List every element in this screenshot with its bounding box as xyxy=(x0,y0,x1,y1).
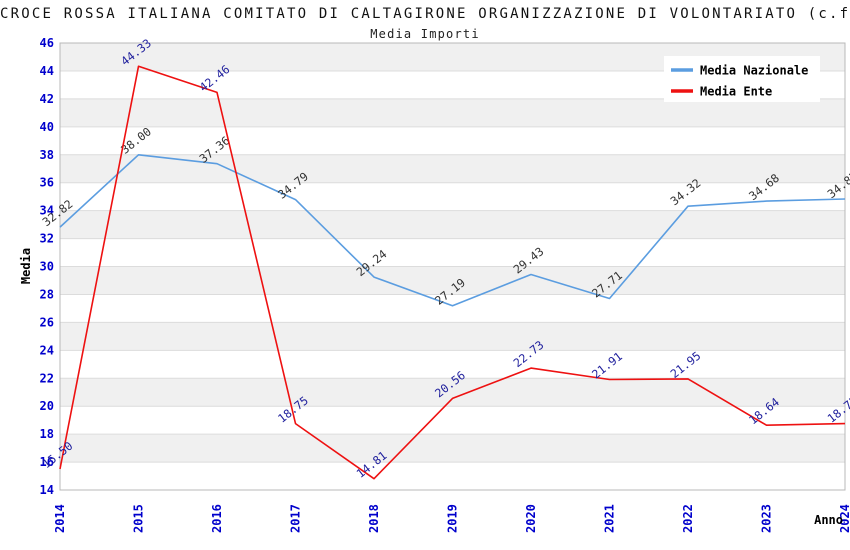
x-tick-label: 2023 xyxy=(760,504,774,533)
y-tick-label: 42 xyxy=(40,92,54,106)
series-line-media-nazionale xyxy=(59,154,846,307)
y-tick-label: 16 xyxy=(40,455,54,469)
plot-band xyxy=(60,350,845,379)
x-axis-title: Anno xyxy=(814,513,843,527)
x-tick-label: 2019 xyxy=(446,504,460,533)
plot-band xyxy=(60,154,845,183)
plot-band xyxy=(60,378,845,407)
plot-band xyxy=(60,294,845,323)
y-tick-label: 24 xyxy=(40,343,54,357)
y-tick-label: 46 xyxy=(40,36,54,50)
y-tick-label: 14 xyxy=(40,483,54,497)
y-tick-label: 38 xyxy=(40,148,54,162)
plot-border xyxy=(59,42,846,491)
plot-band xyxy=(60,210,845,239)
y-tick-label: 26 xyxy=(40,315,54,329)
x-tick-label: 2020 xyxy=(524,504,538,533)
y-tick-label: 18 xyxy=(40,427,54,441)
legend-box xyxy=(664,56,820,102)
y-tick-label: 30 xyxy=(40,260,54,274)
y-tick-label: 36 xyxy=(40,176,54,190)
y-tick-label: 40 xyxy=(40,120,54,134)
y-tick-label: 34 xyxy=(40,204,54,218)
y-axis-title: Media xyxy=(19,248,33,284)
plot-band xyxy=(60,322,845,351)
plot-band xyxy=(60,462,845,490)
x-tick-label: 2016 xyxy=(210,504,224,533)
plot-band xyxy=(60,406,845,435)
y-tick-label: 20 xyxy=(40,399,54,413)
x-tick-label: 2014 xyxy=(53,504,67,533)
x-tick-label: 2021 xyxy=(603,504,617,533)
chart-subtitle: Media Importi xyxy=(370,27,480,41)
x-tick-label: 2015 xyxy=(132,504,146,533)
plot-band xyxy=(60,266,845,295)
plot-band xyxy=(60,434,845,463)
y-tick-label: 22 xyxy=(40,371,54,385)
plot-band xyxy=(60,182,845,211)
x-tick-label: 2024 xyxy=(838,504,850,533)
legend-label-media-ente: Media Ente xyxy=(700,85,772,99)
chart-title: CROCE ROSSA ITALIANA COMITATO DI CALTAGI… xyxy=(0,6,850,22)
plot-band xyxy=(60,98,845,127)
plot-band xyxy=(60,126,845,155)
legend-label-media-nazionale: Media Nazionale xyxy=(700,64,808,78)
plot-band xyxy=(60,238,845,267)
x-tick-label: 2022 xyxy=(681,504,695,533)
y-tick-label: 32 xyxy=(40,232,54,246)
x-tick-label: 2017 xyxy=(289,504,303,533)
y-tick-label: 44 xyxy=(40,64,54,78)
series-line-media-ente xyxy=(59,65,846,480)
x-tick-label: 2018 xyxy=(367,504,381,533)
y-tick-label: 28 xyxy=(40,287,54,301)
